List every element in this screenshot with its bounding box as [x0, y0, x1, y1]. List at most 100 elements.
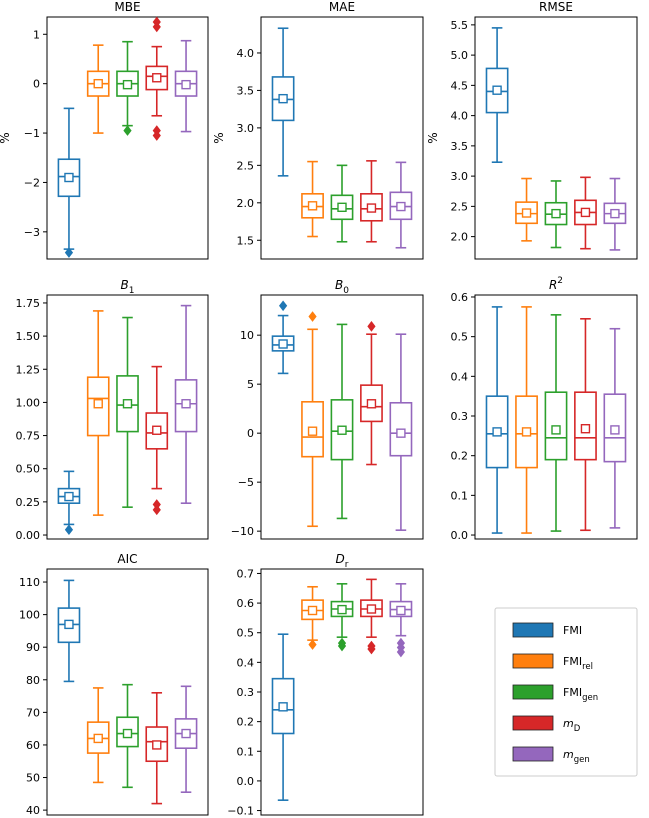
- box-m_gen: [603, 327, 627, 529]
- iqr-box: [485, 67, 509, 114]
- chart-title: MBE: [114, 0, 140, 14]
- axes-frame: [474, 294, 638, 540]
- mean-marker: [152, 73, 162, 83]
- y-tick-label: 4.0: [451, 110, 469, 123]
- axes-frame: [474, 16, 638, 260]
- legend-label-main: FMI: [563, 624, 582, 637]
- y-axis-label: %: [426, 132, 440, 143]
- legend-frame: [494, 607, 638, 777]
- mean-marker: [610, 208, 620, 219]
- box-FMI_rel: [515, 177, 538, 242]
- y-axis-label: %: [0, 132, 12, 143]
- box-m_D: [145, 16, 169, 141]
- iqr-box: [271, 335, 295, 352]
- iqr-box: [57, 607, 81, 644]
- box-FMI_gen: [116, 40, 139, 136]
- box-m_D: [574, 176, 597, 250]
- legend-label: mgen: [563, 748, 590, 765]
- axes-frame: [46, 294, 209, 540]
- outlier-marker: [152, 499, 161, 510]
- box-FMI: [271, 633, 295, 801]
- mean-marker: [580, 424, 591, 434]
- box-FMI_rel: [515, 306, 538, 534]
- mean-marker: [152, 740, 162, 750]
- box-FMI: [271, 300, 295, 375]
- box-m_D: [145, 365, 169, 516]
- box-FMI_rel: [301, 160, 324, 238]
- legend-swatch: [512, 653, 554, 669]
- y-tick-label: 90: [26, 641, 40, 654]
- axes-frame: [46, 568, 209, 816]
- iqr-box: [301, 401, 324, 458]
- box-FMI_gen: [116, 316, 139, 508]
- legend-label: FMI: [563, 624, 582, 637]
- iqr-box: [603, 393, 627, 463]
- y-tick-label: 1: [33, 28, 40, 41]
- chart-panel-mae: MAE% 1.5 2.0 2.5 3.0 3.5 4.0: [212, 0, 424, 260]
- outlier-marker: [396, 646, 406, 658]
- chart-title-subscript: r: [345, 560, 349, 570]
- mean-marker: [181, 728, 191, 739]
- outlier-marker: [123, 125, 132, 136]
- outlier-marker: [64, 524, 74, 536]
- legend-label-main: m: [563, 748, 574, 761]
- y-tick-label: 50: [26, 772, 40, 785]
- y-tick-label: 0.0: [237, 775, 255, 788]
- y-tick-label: 0.6: [237, 597, 255, 610]
- y-axis-label: %: [212, 132, 226, 143]
- legend-item-FMI_rel: FMIrel: [512, 653, 593, 672]
- mean-marker: [122, 79, 133, 90]
- y-tick-label: −10: [231, 525, 254, 538]
- y-tick-label: 5.0: [451, 49, 469, 62]
- chart-title-superscript: 2: [557, 276, 563, 286]
- y-tick-label: 1.50: [16, 330, 41, 343]
- outlier-marker: [337, 640, 347, 652]
- y-tick-label: 40: [26, 804, 40, 817]
- iqr-box: [57, 158, 81, 198]
- iqr-box: [360, 384, 383, 423]
- mean-marker: [93, 78, 103, 89]
- y-tick-label: 0: [33, 78, 40, 91]
- y-tick-label: 0.75: [16, 430, 41, 443]
- legend-label-main: FMI: [563, 655, 582, 668]
- legend-item-m_gen: mgen: [512, 746, 590, 765]
- mean-marker: [366, 399, 377, 409]
- mean-marker: [278, 93, 288, 104]
- y-tick-label: 3.5: [451, 140, 469, 153]
- box-m_gen: [174, 304, 198, 504]
- chart-title-main: MAE: [329, 0, 355, 14]
- y-tick-label: 0.25: [16, 496, 41, 509]
- iqr-box: [330, 399, 354, 461]
- outlier-marker: [152, 130, 161, 141]
- y-tick-label: 5.5: [451, 19, 469, 32]
- chart-title: RMSE: [539, 0, 573, 14]
- chart-title: MAE: [329, 0, 355, 14]
- box-FMI: [485, 306, 509, 534]
- legend-swatch: [512, 746, 554, 762]
- box-m_gen: [174, 685, 198, 793]
- y-tick-label: 0.00: [16, 529, 41, 542]
- legend-label-subscript: gen: [582, 693, 598, 703]
- box-FMI_rel: [301, 311, 324, 528]
- y-tick-label: 0.5: [451, 331, 469, 344]
- axes-frame: [260, 294, 424, 540]
- y-tick-label: 2.5: [237, 159, 255, 172]
- y-tick-label: 0.1: [451, 489, 469, 502]
- box-m_D: [574, 318, 597, 532]
- mean-marker: [521, 208, 532, 218]
- mean-marker: [278, 339, 288, 349]
- legend-item-m_D: mD: [512, 715, 581, 734]
- box-FMI_gen: [330, 583, 354, 652]
- chart-title-main: RMSE: [539, 0, 573, 14]
- legend-swatch: [512, 684, 554, 700]
- axes-frame: [46, 16, 209, 260]
- y-tick-label: 2.0: [451, 231, 469, 244]
- mean-marker: [122, 728, 133, 739]
- y-tick-label: −5: [238, 476, 254, 489]
- box-FMI: [57, 579, 81, 683]
- iqr-box: [330, 194, 354, 221]
- mean-marker: [181, 399, 191, 409]
- y-tick-label: 60: [26, 739, 40, 752]
